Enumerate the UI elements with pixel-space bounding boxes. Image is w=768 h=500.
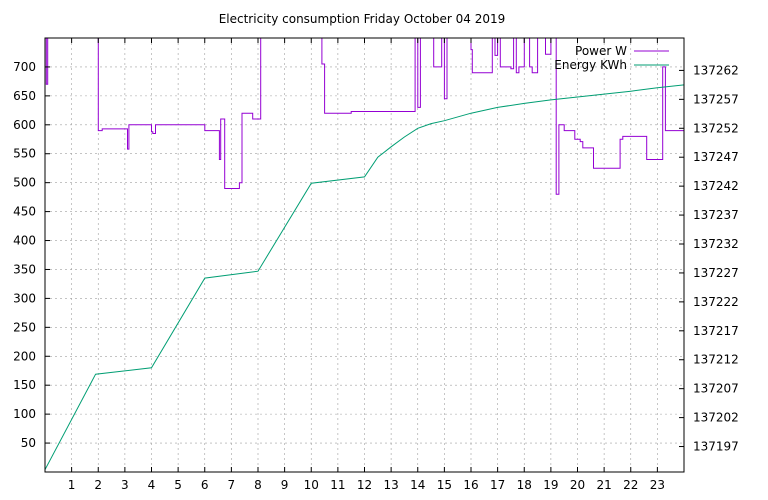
- y2-tick-label: 137252: [693, 121, 739, 135]
- y-tick-label: 450: [13, 205, 36, 219]
- y2-tick-label: 137222: [693, 295, 739, 309]
- x-tick-label: 23: [650, 478, 665, 492]
- x-tick-label: 13: [383, 478, 398, 492]
- y-tick-label: 600: [13, 118, 36, 132]
- y2-tick-label: 137207: [693, 382, 739, 396]
- x-tick-label: 11: [330, 478, 345, 492]
- x-tick-label: 7: [228, 478, 236, 492]
- y2-tick-label: 137197: [693, 440, 739, 454]
- y-tick-label: 50: [21, 436, 36, 450]
- y2-tick-label: 137202: [693, 411, 739, 425]
- x-tick-label: 4: [148, 478, 156, 492]
- y-tick-label: 100: [13, 407, 36, 421]
- y-tick-label: 550: [13, 147, 36, 161]
- x-tick-label: 22: [623, 478, 638, 492]
- x-tick-label: 20: [570, 478, 585, 492]
- x-tick-label: 5: [174, 478, 182, 492]
- y2-tick-label: 137217: [693, 324, 739, 338]
- x-tick-label: 15: [437, 478, 452, 492]
- axes: 1 2 3 4 5 6 7 8 9 10 11 12 13 14 15 16 17 18 19 20 21 22 23501…: [13, 38, 739, 492]
- x-tick-label: 21: [596, 478, 611, 492]
- x-tick-label: 6: [201, 478, 209, 492]
- y-tick-label: 700: [13, 60, 36, 74]
- y-tick-label: 250: [13, 320, 36, 334]
- y-tick-label: 350: [13, 262, 36, 276]
- x-tick-label: 8: [254, 478, 262, 492]
- series-layer: [45, 38, 684, 470]
- x-tick-label: 12: [357, 478, 372, 492]
- y-tick-label: 650: [13, 89, 36, 103]
- y2-tick-label: 137227: [693, 266, 739, 280]
- x-tick-label: 3: [121, 478, 129, 492]
- y-tick-label: 400: [13, 234, 36, 248]
- x-tick-label: 18: [517, 478, 532, 492]
- y2-tick-label: 137242: [693, 179, 739, 193]
- series-line-energy: [45, 84, 684, 470]
- y2-tick-label: 137262: [693, 63, 739, 77]
- y2-tick-label: 137257: [693, 92, 739, 106]
- x-tick-label: 16: [463, 478, 478, 492]
- legend-label-power: Power W: [575, 44, 627, 58]
- x-tick-label: 19: [543, 478, 558, 492]
- y2-tick-label: 137237: [693, 208, 739, 222]
- y2-tick-label: 137212: [693, 353, 739, 367]
- x-tick-label: 14: [410, 478, 425, 492]
- x-tick-label: 10: [304, 478, 319, 492]
- grid: [45, 38, 684, 472]
- y2-tick-label: 137232: [693, 237, 739, 251]
- legend: Power W Energy KWh: [554, 44, 669, 72]
- y2-tick-label: 137247: [693, 150, 739, 164]
- legend-label-energy: Energy KWh: [554, 58, 627, 72]
- chart-title: Electricity consumption Friday October 0…: [219, 12, 506, 26]
- x-tick-label: 9: [281, 478, 289, 492]
- x-tick-label: 1: [68, 478, 76, 492]
- x-tick-label: 17: [490, 478, 505, 492]
- series-line-power: [45, 38, 684, 212]
- x-tick-label: 2: [94, 478, 102, 492]
- y-tick-label: 300: [13, 291, 36, 305]
- y-tick-label: 200: [13, 349, 36, 363]
- y-tick-label: 500: [13, 176, 36, 190]
- y-tick-label: 150: [13, 378, 36, 392]
